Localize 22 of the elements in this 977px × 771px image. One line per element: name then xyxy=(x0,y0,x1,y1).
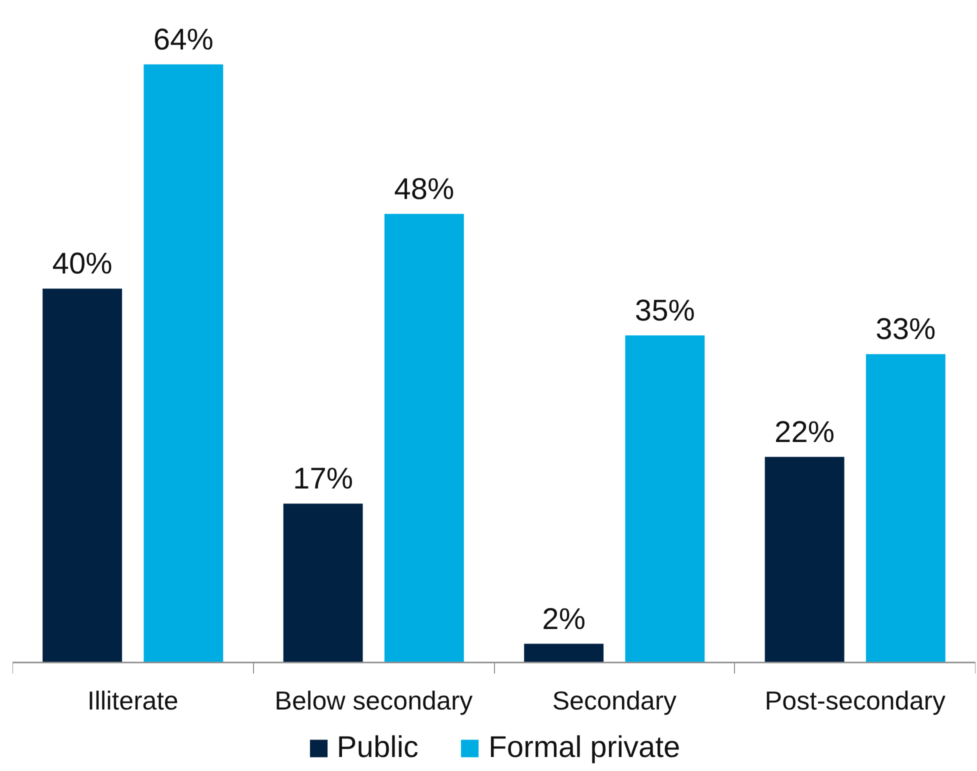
data-label: 35% xyxy=(634,294,695,328)
data-label: 40% xyxy=(52,248,112,281)
bar xyxy=(144,64,224,662)
x-tick-label: Below secondary xyxy=(274,686,473,716)
data-label: 2% xyxy=(542,602,586,636)
bar xyxy=(283,504,363,662)
x-tick-label: Secondary xyxy=(552,686,677,716)
bar xyxy=(764,456,844,662)
data-label: 48% xyxy=(394,172,454,206)
x-tick-label: Post-secondary xyxy=(764,686,946,716)
legend-label: Formal private xyxy=(488,731,680,765)
bar xyxy=(524,644,604,662)
data-label: 64% xyxy=(153,23,214,56)
bar xyxy=(384,214,464,662)
bar xyxy=(42,288,122,662)
legend-label: Public xyxy=(336,731,418,765)
x-tick-label: Illiterate xyxy=(87,686,178,716)
data-label: 33% xyxy=(876,313,936,346)
data-label: 22% xyxy=(774,416,835,449)
data-label: 17% xyxy=(293,462,354,496)
bar xyxy=(866,354,946,662)
bar xyxy=(625,335,705,662)
